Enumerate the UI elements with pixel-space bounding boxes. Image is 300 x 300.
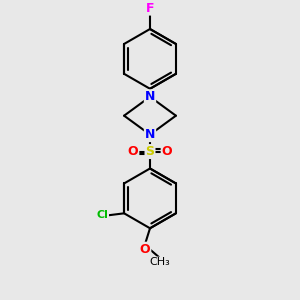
Text: N: N (145, 90, 155, 103)
Text: CH₃: CH₃ (150, 257, 170, 267)
Text: N: N (145, 128, 155, 141)
Text: S: S (146, 145, 154, 158)
Text: O: O (162, 145, 172, 158)
Text: Cl: Cl (96, 210, 108, 220)
Text: O: O (128, 145, 138, 158)
Text: F: F (146, 2, 154, 15)
Text: O: O (140, 243, 150, 256)
